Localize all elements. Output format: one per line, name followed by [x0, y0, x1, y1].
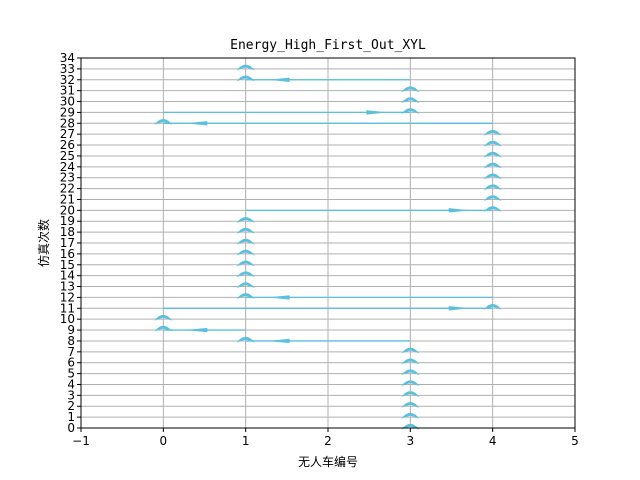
y-tick-label: 7: [67, 345, 75, 359]
data-point: [236, 260, 255, 267]
data-point: [236, 227, 255, 234]
data-layer: [154, 64, 502, 430]
data-point: [401, 369, 420, 376]
data-point: [236, 293, 255, 299]
y-tick-label: 22: [60, 182, 75, 196]
chart-title: Energy_High_First_Out_XYL: [230, 38, 426, 53]
x-tick-label: −1: [72, 434, 90, 448]
y-tick-label: 13: [60, 280, 75, 294]
data-point: [236, 249, 255, 256]
grid: [81, 58, 575, 428]
y-tick-label: 25: [60, 149, 75, 163]
y-tick-label: 14: [60, 269, 75, 283]
y-tick-label: 24: [60, 160, 75, 174]
data-point: [483, 129, 502, 136]
y-tick-label: 31: [60, 84, 75, 98]
y-tick-label: 34: [60, 51, 75, 65]
y-tick-label: 30: [60, 95, 75, 109]
y-tick-label: 0: [67, 421, 75, 435]
x-tick-label: 4: [489, 434, 497, 448]
data-point: [154, 119, 173, 125]
y-tick-label: 4: [67, 377, 75, 391]
data-point: [236, 271, 255, 278]
data-point: [401, 86, 420, 93]
data-point: [483, 140, 502, 147]
x-tick-label: 0: [160, 434, 168, 448]
data-point: [236, 64, 255, 71]
y-tick-label: 6: [67, 356, 75, 370]
y-tick-label: 32: [60, 73, 75, 87]
data-point: [236, 238, 255, 245]
data-point: [236, 282, 255, 289]
y-tick-label: 15: [60, 258, 75, 272]
transition-arrow: [448, 306, 471, 311]
data-point: [483, 195, 502, 201]
y-tick-label: 1: [67, 410, 75, 424]
data-point: [483, 184, 502, 191]
y-tick-label: 18: [60, 225, 75, 239]
y-tick-label: 28: [60, 116, 75, 130]
y-tick-label: 26: [60, 138, 75, 152]
data-point: [483, 173, 502, 180]
transition-arrow: [267, 295, 290, 300]
data-point: [401, 108, 420, 114]
y-tick-label: 8: [67, 334, 75, 348]
y-axis-label: 仿真次数: [36, 219, 51, 267]
x-axis-label: 无人车编号: [298, 454, 358, 469]
y-tick-label: 16: [60, 247, 75, 261]
data-point: [154, 325, 173, 332]
y-tick-label: 11: [60, 301, 75, 315]
transition-arrow: [366, 110, 389, 115]
data-point: [401, 423, 420, 430]
data-point: [483, 162, 502, 169]
data-point: [401, 380, 420, 386]
data-point: [401, 391, 420, 397]
transition-arrow: [267, 77, 290, 82]
transition-arrow: [185, 121, 208, 126]
x-tick-label: 1: [242, 434, 250, 448]
data-point: [236, 336, 255, 343]
y-tick-label: 29: [60, 105, 75, 119]
y-tick-label: 19: [60, 214, 75, 228]
y-tick-label: 3: [67, 388, 75, 402]
transition-arrow: [448, 208, 471, 213]
y-tick-label: 12: [60, 290, 75, 304]
data-point: [483, 206, 502, 212]
x-tick-label: 2: [324, 434, 332, 448]
y-tick-label: 17: [60, 236, 75, 250]
data-point: [236, 216, 255, 223]
y-tick-label: 2: [67, 399, 75, 413]
data-point: [236, 75, 255, 82]
ticks: −1 0 1 2 3 4 501234567891011121314151617181920…: [60, 51, 579, 448]
x-tick-label: 5: [571, 434, 579, 448]
data-point: [154, 314, 173, 321]
data-point: [401, 347, 420, 354]
data-point: [401, 358, 420, 365]
data-point: [401, 401, 420, 408]
y-tick-label: 23: [60, 171, 75, 185]
y-tick-label: 5: [67, 367, 75, 381]
y-tick-label: 27: [60, 127, 75, 141]
data-point: [401, 97, 420, 104]
data-point: [483, 151, 502, 158]
transition-arrow: [185, 327, 208, 333]
y-tick-label: 21: [60, 192, 75, 206]
x-tick-label: 3: [407, 434, 415, 448]
data-point: [483, 304, 502, 310]
y-tick-label: 33: [60, 62, 75, 76]
y-tick-label: 9: [67, 323, 75, 337]
transition-arrow: [267, 338, 290, 344]
y-tick-label: 20: [60, 203, 75, 217]
y-tick-label: 10: [60, 312, 75, 326]
data-point: [401, 412, 420, 419]
